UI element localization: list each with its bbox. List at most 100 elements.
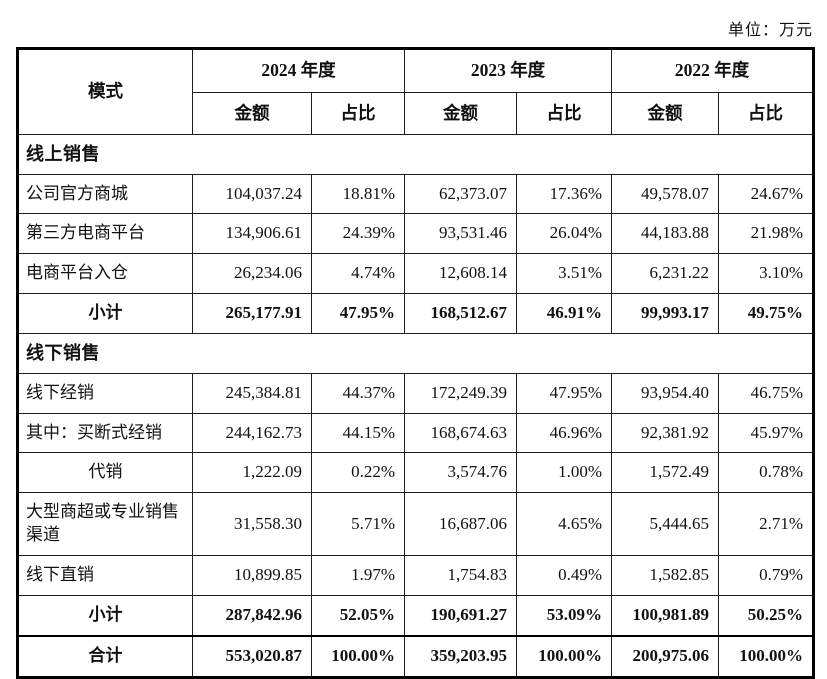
amount-cell: 49,578.07	[611, 173, 719, 215]
row-label: 代销	[17, 452, 193, 494]
ratio-cell: 0.49%	[516, 555, 612, 597]
row-label: 线下经销	[17, 372, 193, 414]
amount-cell: 245,384.81	[192, 372, 312, 414]
amount-cell: 168,674.63	[404, 412, 517, 454]
ratio-cell: 53.09%	[516, 595, 612, 637]
section-label: 线上销售	[17, 134, 814, 175]
ratio-cell: 100.00%	[718, 635, 814, 679]
amount-header: 金额	[192, 91, 312, 136]
row-label: 小计	[17, 293, 193, 335]
year-2023-header: 2023 年度	[404, 48, 612, 93]
ratio-cell: 3.10%	[718, 253, 814, 295]
amount-cell: 1,572.49	[611, 452, 719, 494]
ratio-cell: 47.95%	[516, 372, 612, 414]
ratio-cell: 26.04%	[516, 213, 612, 255]
year-2024-header: 2024 年度	[192, 48, 405, 93]
amount-cell: 190,691.27	[404, 595, 517, 637]
sales-mode-table: 模式 2024 年度 2023 年度 2022 年度 金额 占比 金额 占比 金…	[16, 47, 815, 679]
year-2022-header: 2022 年度	[611, 48, 814, 93]
table-row: 公司官方商城 104,037.24 18.81% 62,373.07 17.36…	[17, 173, 814, 215]
ratio-cell: 45.97%	[718, 412, 814, 454]
ratio-cell: 3.51%	[516, 253, 612, 295]
amount-cell: 93,954.40	[611, 372, 719, 414]
amount-cell: 287,842.96	[192, 595, 312, 637]
amount-cell: 359,203.95	[404, 635, 517, 679]
table-row: 其中：买断式经销 244,162.73 44.15% 168,674.63 46…	[17, 412, 814, 454]
ratio-header: 占比	[311, 91, 405, 136]
ratio-cell: 49.75%	[718, 293, 814, 335]
ratio-cell: 100.00%	[516, 635, 612, 679]
ratio-cell: 0.79%	[718, 555, 814, 597]
amount-cell: 1,222.09	[192, 452, 312, 494]
amount-cell: 26,234.06	[192, 253, 312, 295]
section-label: 线下销售	[17, 333, 814, 374]
amount-cell: 200,975.06	[611, 635, 719, 679]
table-row: 线下直销 10,899.85 1.97% 1,754.83 0.49% 1,58…	[17, 555, 814, 597]
amount-cell: 93,531.46	[404, 213, 517, 255]
ratio-cell: 52.05%	[311, 595, 405, 637]
amount-cell: 104,037.24	[192, 173, 312, 215]
amount-cell: 62,373.07	[404, 173, 517, 215]
amount-cell: 10,899.85	[192, 555, 312, 597]
amount-cell: 16,687.06	[404, 492, 517, 557]
ratio-cell: 50.25%	[718, 595, 814, 637]
ratio-header: 占比	[516, 91, 612, 136]
amount-cell: 6,231.22	[611, 253, 719, 295]
ratio-cell: 4.65%	[516, 492, 612, 557]
ratio-cell: 24.39%	[311, 213, 405, 255]
amount-cell: 168,512.67	[404, 293, 517, 335]
ratio-cell: 1.00%	[516, 452, 612, 494]
ratio-cell: 0.22%	[311, 452, 405, 494]
ratio-cell: 46.75%	[718, 372, 814, 414]
table-row: 代销 1,222.09 0.22% 3,574.76 1.00% 1,572.4…	[17, 452, 814, 494]
ratio-cell: 100.00%	[311, 635, 405, 679]
amount-cell: 12,608.14	[404, 253, 517, 295]
ratio-cell: 18.81%	[311, 173, 405, 215]
row-label: 第三方电商平台	[17, 213, 193, 255]
table-row: 线下经销 245,384.81 44.37% 172,249.39 47.95%…	[17, 372, 814, 414]
ratio-cell: 44.15%	[311, 412, 405, 454]
ratio-cell: 5.71%	[311, 492, 405, 557]
ratio-cell: 2.71%	[718, 492, 814, 557]
amount-cell: 1,754.83	[404, 555, 517, 597]
row-label: 线下直销	[17, 555, 193, 597]
row-label: 公司官方商城	[17, 173, 193, 215]
amount-cell: 172,249.39	[404, 372, 517, 414]
ratio-cell: 46.96%	[516, 412, 612, 454]
subtotal-row-offline: 小计 287,842.96 52.05% 190,691.27 53.09% 1…	[17, 595, 814, 637]
row-label: 大型商超或专业销售渠道	[17, 492, 193, 557]
ratio-cell: 47.95%	[311, 293, 405, 335]
amount-cell: 99,993.17	[611, 293, 719, 335]
amount-cell: 92,381.92	[611, 412, 719, 454]
amount-cell: 5,444.65	[611, 492, 719, 557]
ratio-cell: 44.37%	[311, 372, 405, 414]
row-label: 电商平台入仓	[17, 253, 193, 295]
amount-cell: 244,162.73	[192, 412, 312, 454]
ratio-header: 占比	[718, 91, 814, 136]
header-row-years: 模式 2024 年度 2023 年度 2022 年度	[17, 47, 814, 136]
amount-cell: 100,981.89	[611, 595, 719, 637]
amount-cell: 31,558.30	[192, 492, 312, 557]
amount-cell: 265,177.91	[192, 293, 312, 335]
table-row: 第三方电商平台 134,906.61 24.39% 93,531.46 26.0…	[17, 213, 814, 255]
row-label: 小计	[17, 595, 193, 637]
row-label: 合计	[17, 635, 193, 679]
amount-cell: 553,020.87	[192, 635, 312, 679]
subtotal-row-online: 小计 265,177.91 47.95% 168,512.67 46.91% 9…	[17, 293, 814, 335]
table-row: 电商平台入仓 26,234.06 4.74% 12,608.14 3.51% 6…	[17, 253, 814, 295]
ratio-cell: 24.67%	[718, 173, 814, 215]
ratio-cell: 4.74%	[311, 253, 405, 295]
ratio-cell: 0.78%	[718, 452, 814, 494]
row-label: 其中：买断式经销	[17, 412, 193, 454]
mode-header: 模式	[17, 47, 193, 136]
table-row: 大型商超或专业销售渠道 31,558.30 5.71% 16,687.06 4.…	[17, 492, 814, 557]
ratio-cell: 1.97%	[311, 555, 405, 597]
ratio-cell: 46.91%	[516, 293, 612, 335]
total-row: 合计 553,020.87 100.00% 359,203.95 100.00%…	[17, 635, 814, 679]
amount-header: 金额	[611, 91, 719, 136]
amount-cell: 3,574.76	[404, 452, 517, 494]
section-row-offline: 线下销售	[17, 333, 814, 374]
ratio-cell: 21.98%	[718, 213, 814, 255]
amount-header: 金额	[404, 91, 517, 136]
amount-cell: 134,906.61	[192, 213, 312, 255]
